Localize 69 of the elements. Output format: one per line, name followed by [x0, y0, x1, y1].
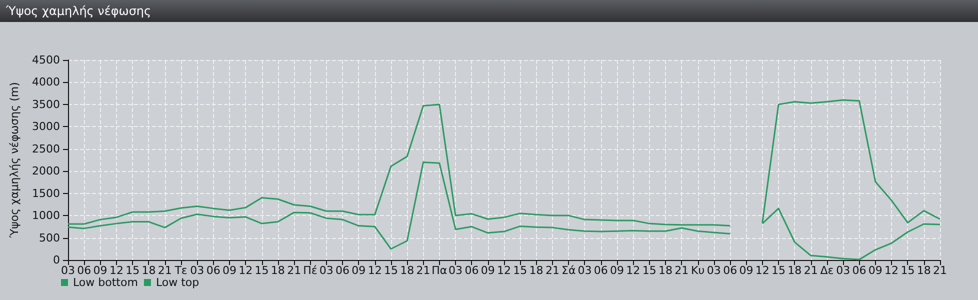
x-tick-label: 03	[706, 264, 721, 277]
x-tick-label: Πα	[432, 264, 448, 277]
y-tick-label: 0	[53, 254, 60, 266]
x-tick-label: Κυ	[690, 264, 705, 277]
x-tick-label: 18	[529, 264, 544, 277]
x-tick-label: 21	[933, 264, 947, 277]
x-tick-label: 09	[352, 264, 366, 277]
x-tick-label: 06	[336, 264, 350, 277]
x-tick-label: 21	[287, 264, 302, 277]
y-tick-label: 500	[39, 231, 60, 244]
x-tick-label: Πέ	[303, 264, 318, 277]
x-tick-label: 18	[788, 264, 802, 277]
x-tick-label: 12	[626, 264, 640, 277]
x-tick-label: 09	[480, 264, 495, 277]
x-tick-label: 18	[270, 264, 285, 277]
x-tick-label: 06	[723, 264, 738, 277]
x-tick-label: 15	[900, 264, 915, 277]
x-tick-label: 06	[594, 264, 608, 277]
legend-label: Low bottom	[73, 276, 138, 289]
y-axis-title: Ύψος χαμηλής νέφωσης (m)	[8, 82, 21, 239]
x-tick-label: 03	[319, 264, 334, 277]
y-tick-label: 2000	[32, 164, 60, 178]
x-tick-label: 09	[93, 264, 108, 277]
x-tick-label: 18	[916, 264, 931, 277]
x-tick-label: 18	[400, 264, 414, 277]
x-tick-label: 06	[852, 264, 866, 277]
x-tick-label: 12	[109, 264, 124, 277]
x-tick-label: 12	[368, 264, 382, 277]
x-tick-label: 03	[190, 264, 204, 277]
x-tick-label: 09	[739, 264, 754, 277]
x-tick-label: 21	[545, 264, 560, 277]
x-tick-label: 21	[674, 264, 689, 277]
x-tick-label: 18	[142, 264, 156, 277]
x-tick-label: Δε	[820, 264, 834, 277]
x-tick-label: 06	[464, 264, 479, 277]
x-tick-label: 21	[158, 264, 172, 277]
x-tick-label: 15	[254, 264, 269, 277]
x-tick-label: 06	[77, 264, 92, 277]
x-tick-label: 15	[384, 264, 398, 277]
legend-label: Low top	[156, 276, 200, 289]
x-tick-label: Τε	[174, 264, 188, 277]
x-tick-label: 18	[658, 264, 672, 277]
x-tick-label: 09	[222, 264, 236, 277]
x-tick-label: 06	[206, 264, 220, 277]
x-tick-label: 15	[126, 264, 140, 277]
x-tick-label: 15	[772, 264, 786, 277]
x-tick-label: Σά	[561, 264, 576, 277]
x-tick-label: 09	[868, 264, 882, 277]
x-tick-label: 12	[755, 264, 770, 277]
y-tick-label: 4000	[32, 76, 60, 89]
x-tick-label: 09	[610, 264, 624, 277]
x-tick-label: 15	[513, 264, 528, 277]
x-tick-label: 03	[836, 264, 850, 277]
y-tick-label: 2500	[32, 142, 60, 156]
x-tick-label: 12	[238, 264, 253, 277]
chart-title: Ύψος χαμηλής νέφωσης	[0, 0, 978, 22]
x-tick-label: 15	[642, 264, 656, 277]
y-tick-label: 1000	[32, 209, 60, 222]
x-tick-label: 12	[884, 264, 899, 277]
y-tick-label: 3500	[32, 98, 60, 111]
y-tick-label: 4500	[32, 54, 60, 66]
y-tick-label: 3000	[32, 120, 60, 134]
x-tick-label: 03	[578, 264, 592, 277]
x-tick-label: 21	[416, 264, 430, 277]
x-tick-label: 03	[61, 264, 75, 277]
x-tick-label: 21	[804, 264, 818, 277]
x-tick-label: 12	[497, 264, 511, 277]
y-tick-label: 1500	[32, 186, 60, 200]
x-tick-label: 03	[448, 264, 463, 277]
